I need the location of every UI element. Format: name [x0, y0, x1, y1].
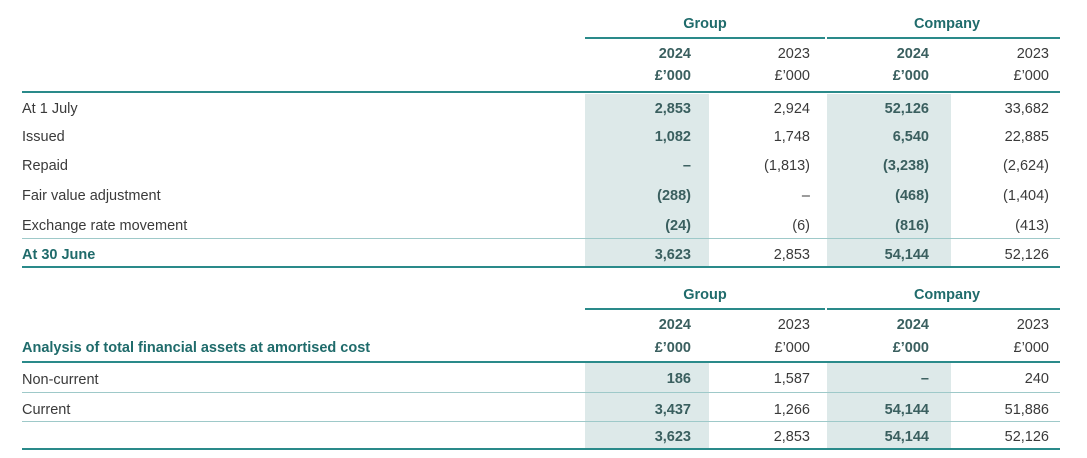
- group-header-2: Group: [683, 287, 727, 303]
- cell: 186: [666, 371, 691, 387]
- cell: 1,082: [654, 129, 691, 145]
- table2-bottom-rule: [22, 448, 1060, 450]
- group-2023-year-2: 2023: [777, 317, 810, 333]
- group-header-rule-2: [585, 308, 825, 310]
- row-label: At 30 June: [22, 247, 96, 263]
- cell: –: [920, 371, 929, 387]
- cell: (1,404): [1003, 188, 1049, 204]
- cell: (413): [1015, 218, 1049, 234]
- cell: 52,126: [884, 101, 929, 117]
- table2-header-rule: [22, 361, 1060, 363]
- cell: 1,587: [773, 371, 810, 387]
- cell: (2,624): [1003, 158, 1049, 174]
- cell: 54,144: [884, 402, 929, 418]
- cell: (288): [657, 188, 691, 204]
- company-2024-unit-2: £’000: [892, 340, 929, 356]
- row-label: Exchange rate movement: [22, 218, 188, 234]
- cell: 3,623: [654, 429, 691, 445]
- total-rule: [22, 238, 1060, 239]
- cell: –: [801, 188, 810, 204]
- company-header-rule: [827, 37, 1060, 39]
- group-2024-shade-1: [585, 94, 709, 267]
- row-label: Non-current: [22, 372, 99, 388]
- company-2023-unit-2: £’000: [1013, 340, 1049, 356]
- cell: 2,853: [654, 101, 691, 117]
- row-label: Fair value adjustment: [22, 188, 161, 204]
- cell: (3,238): [883, 158, 929, 174]
- cell: 2,924: [773, 101, 810, 117]
- row-label: Issued: [22, 129, 65, 145]
- company-2023-year: 2023: [1016, 46, 1049, 62]
- company-header: Company: [913, 16, 981, 32]
- group-header: Group: [683, 16, 727, 32]
- cell: 52,126: [1004, 247, 1049, 263]
- group-2024-shade-2: [585, 363, 709, 448]
- company-header-2: Company: [913, 287, 981, 303]
- table1-bottom-rule: [22, 266, 1060, 268]
- group-2024-unit-2: £’000: [654, 340, 691, 356]
- cell: 2,853: [773, 429, 810, 445]
- cell: (816): [895, 218, 929, 234]
- cell: 54,144: [884, 429, 929, 445]
- group-2024-unit: £’000: [654, 68, 691, 84]
- company-2024-year: 2024: [896, 46, 929, 62]
- row-label: Repaid: [22, 158, 68, 174]
- company-2024-shade-2: [827, 363, 951, 448]
- cell: 240: [1024, 371, 1049, 387]
- cell: 3,437: [654, 402, 691, 418]
- company-2024-year-2: 2024: [896, 317, 929, 333]
- group-2023-unit-2: £’000: [774, 340, 810, 356]
- cell: 2,853: [773, 247, 810, 263]
- cell: (24): [665, 218, 691, 234]
- company-header-rule-2: [827, 308, 1060, 310]
- group-header-rule: [585, 37, 825, 39]
- cell: –: [682, 158, 691, 174]
- cell: 33,682: [1004, 101, 1049, 117]
- cell: 52,126: [1004, 429, 1049, 445]
- group-2024-year-2: 2024: [658, 317, 691, 333]
- cell: (6): [792, 218, 810, 234]
- table1-header-rule: [22, 91, 1060, 93]
- total-rule-2: [22, 421, 1060, 422]
- cell: 51,886: [1004, 402, 1049, 418]
- cell: 6,540: [892, 129, 929, 145]
- group-2023-unit: £’000: [774, 68, 810, 84]
- company-2023-year-2: 2023: [1016, 317, 1049, 333]
- table2-title: Analysis of total financial assets at am…: [22, 340, 371, 356]
- company-2023-unit: £’000: [1013, 68, 1049, 84]
- cell: 1,266: [773, 402, 810, 418]
- row-label: At 1 July: [22, 101, 78, 117]
- group-2024-year: 2024: [658, 46, 691, 62]
- group-2023-year: 2023: [777, 46, 810, 62]
- cell: 54,144: [884, 247, 929, 263]
- row-rule: [22, 392, 1060, 393]
- cell: (468): [895, 188, 929, 204]
- row-label: Current: [22, 402, 71, 418]
- cell: 22,885: [1004, 129, 1049, 145]
- cell: 3,623: [654, 247, 691, 263]
- company-2024-shade-1: [827, 94, 951, 267]
- cell: (1,813): [764, 158, 810, 174]
- company-2024-unit: £’000: [892, 68, 929, 84]
- cell: 1,748: [773, 129, 810, 145]
